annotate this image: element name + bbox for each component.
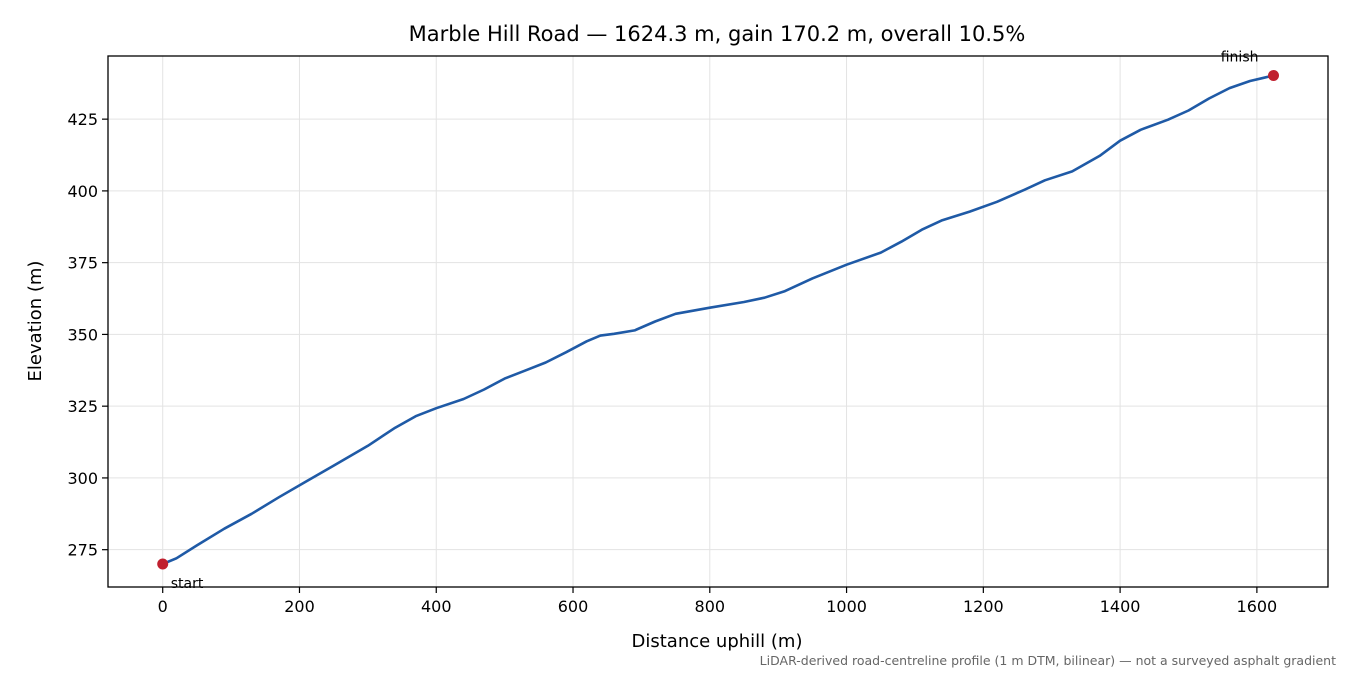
x-tick-label: 1000 (826, 597, 867, 616)
x-tick-label: 600 (558, 597, 589, 616)
x-axis-title: Distance uphill (m) (632, 631, 803, 652)
y-axis-title: Elevation (m) (25, 261, 46, 382)
y-tick-label: 400 (67, 182, 98, 201)
x-tick-label: 400 (421, 597, 452, 616)
x-tick-label: 1600 (1237, 597, 1278, 616)
y-tick-label: 375 (67, 254, 98, 273)
elevation-line (161, 74, 1275, 566)
y-tick-label: 275 (67, 541, 98, 560)
start-label: start (171, 576, 204, 592)
x-tick-label: 200 (284, 597, 315, 616)
chart-title: Marble Hill Road — 1624.3 m, gain 170.2 … (409, 22, 1026, 46)
x-tick-label: 1400 (1100, 597, 1141, 616)
x-tick-label: 800 (695, 597, 726, 616)
marker-layer: start finish (157, 50, 1279, 592)
start-marker (157, 558, 169, 570)
y-tick-label: 350 (67, 325, 98, 344)
footnote: LiDAR-derived road-centreline profile (1… (760, 653, 1336, 668)
x-tick-label: 0 (158, 597, 168, 616)
finish-marker (1267, 70, 1279, 82)
x-axis-ticks: 0 200 400 600 800 1000 1200 1400 1600 (158, 587, 1278, 616)
plot-frame (107, 55, 1329, 588)
finish-label: finish (1221, 50, 1259, 66)
y-tick-label: 425 (67, 110, 98, 129)
series-layer (161, 74, 1275, 566)
y-axis-ticks: 275 300 325 350 375 400 425 (67, 110, 108, 560)
y-tick-label: 325 (67, 397, 98, 416)
x-tick-label: 1200 (963, 597, 1004, 616)
y-tick-label: 300 (67, 469, 98, 488)
